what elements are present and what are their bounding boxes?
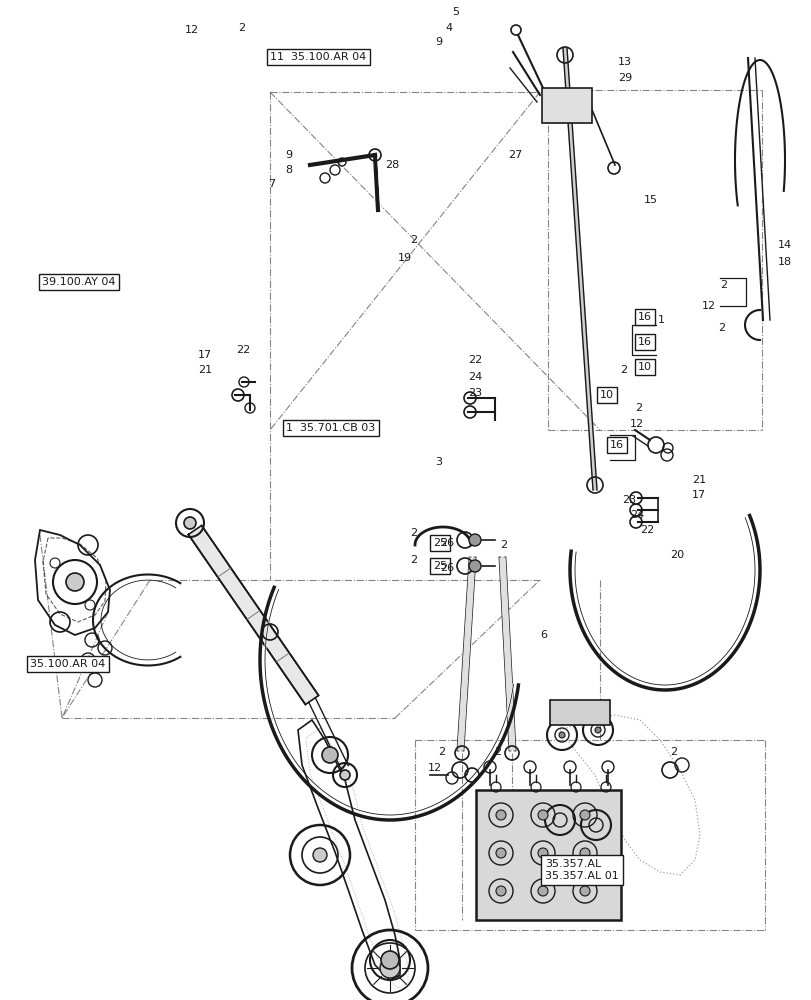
- Text: 20: 20: [669, 550, 684, 560]
- Text: 7: 7: [268, 179, 275, 189]
- Text: 10: 10: [599, 390, 613, 400]
- Text: 2: 2: [634, 403, 642, 413]
- Text: 2: 2: [410, 235, 417, 245]
- Circle shape: [496, 886, 505, 896]
- Circle shape: [579, 848, 590, 858]
- Circle shape: [380, 958, 400, 978]
- Text: 17: 17: [691, 490, 706, 500]
- Text: 22: 22: [236, 345, 250, 355]
- Circle shape: [496, 848, 505, 858]
- Text: 18: 18: [777, 257, 792, 267]
- Text: 23: 23: [621, 495, 635, 505]
- Text: 2: 2: [669, 747, 676, 757]
- Text: 9: 9: [285, 150, 292, 160]
- Text: 12: 12: [702, 301, 715, 311]
- Text: 21: 21: [691, 475, 706, 485]
- Text: 12: 12: [629, 419, 643, 429]
- Text: 2: 2: [493, 747, 500, 757]
- Text: 2: 2: [410, 555, 417, 565]
- Circle shape: [538, 810, 547, 820]
- FancyBboxPatch shape: [549, 700, 609, 725]
- Circle shape: [538, 886, 547, 896]
- Text: 22: 22: [467, 355, 482, 365]
- Circle shape: [340, 770, 350, 780]
- Text: 5: 5: [452, 7, 458, 17]
- Text: 39.100.AY 04: 39.100.AY 04: [42, 277, 115, 287]
- FancyBboxPatch shape: [541, 88, 591, 123]
- Circle shape: [66, 573, 84, 591]
- Text: 22: 22: [639, 525, 654, 535]
- Text: 24: 24: [467, 372, 482, 382]
- Text: 35.357.AL
35.357.AL 01: 35.357.AL 35.357.AL 01: [544, 859, 618, 881]
- Circle shape: [579, 810, 590, 820]
- Polygon shape: [188, 525, 318, 705]
- Text: 10: 10: [637, 362, 651, 372]
- Text: 19: 19: [397, 253, 412, 263]
- Text: 2: 2: [717, 323, 724, 333]
- Text: 2: 2: [410, 528, 417, 538]
- Text: 28: 28: [384, 160, 399, 170]
- Text: 3: 3: [435, 457, 441, 467]
- Circle shape: [496, 810, 505, 820]
- Text: 16: 16: [637, 312, 651, 322]
- Text: 23: 23: [467, 388, 482, 398]
- Text: 8: 8: [285, 165, 292, 175]
- Text: 16: 16: [609, 440, 623, 450]
- Polygon shape: [562, 48, 596, 490]
- Circle shape: [538, 848, 547, 858]
- Text: 1: 1: [657, 315, 664, 325]
- Text: 14: 14: [777, 240, 792, 250]
- Text: 29: 29: [617, 73, 632, 83]
- Text: 2: 2: [620, 365, 626, 375]
- Text: 26: 26: [440, 563, 453, 573]
- Text: 17: 17: [198, 350, 212, 360]
- Text: 12: 12: [427, 763, 441, 773]
- Text: 26: 26: [440, 538, 453, 548]
- Circle shape: [594, 727, 600, 733]
- Text: 2: 2: [437, 747, 444, 757]
- Text: 15: 15: [643, 195, 657, 205]
- Text: 4: 4: [444, 23, 452, 33]
- Text: 2: 2: [719, 280, 726, 290]
- Circle shape: [558, 732, 564, 738]
- Polygon shape: [457, 558, 474, 750]
- Text: 9: 9: [435, 37, 441, 47]
- Text: 24: 24: [629, 510, 643, 520]
- FancyBboxPatch shape: [475, 790, 620, 920]
- Text: 25: 25: [432, 538, 447, 548]
- Text: 27: 27: [508, 150, 521, 160]
- Text: 6: 6: [539, 630, 547, 640]
- Text: 2: 2: [238, 23, 245, 33]
- Circle shape: [469, 534, 480, 546]
- Circle shape: [469, 560, 480, 572]
- Circle shape: [184, 517, 195, 529]
- Text: 1  35.701.CB 03: 1 35.701.CB 03: [285, 423, 375, 433]
- Text: 16: 16: [637, 337, 651, 347]
- Circle shape: [579, 886, 590, 896]
- Text: 21: 21: [198, 365, 212, 375]
- Text: 35.100.AR 04: 35.100.AR 04: [30, 659, 105, 669]
- Text: 12: 12: [185, 25, 199, 35]
- Circle shape: [312, 848, 327, 862]
- Text: 25: 25: [432, 561, 447, 571]
- Circle shape: [380, 951, 398, 969]
- Text: 2: 2: [500, 540, 507, 550]
- Text: 11  35.100.AR 04: 11 35.100.AR 04: [270, 52, 366, 62]
- Text: 13: 13: [617, 57, 631, 67]
- Circle shape: [322, 747, 337, 763]
- Polygon shape: [500, 558, 514, 750]
